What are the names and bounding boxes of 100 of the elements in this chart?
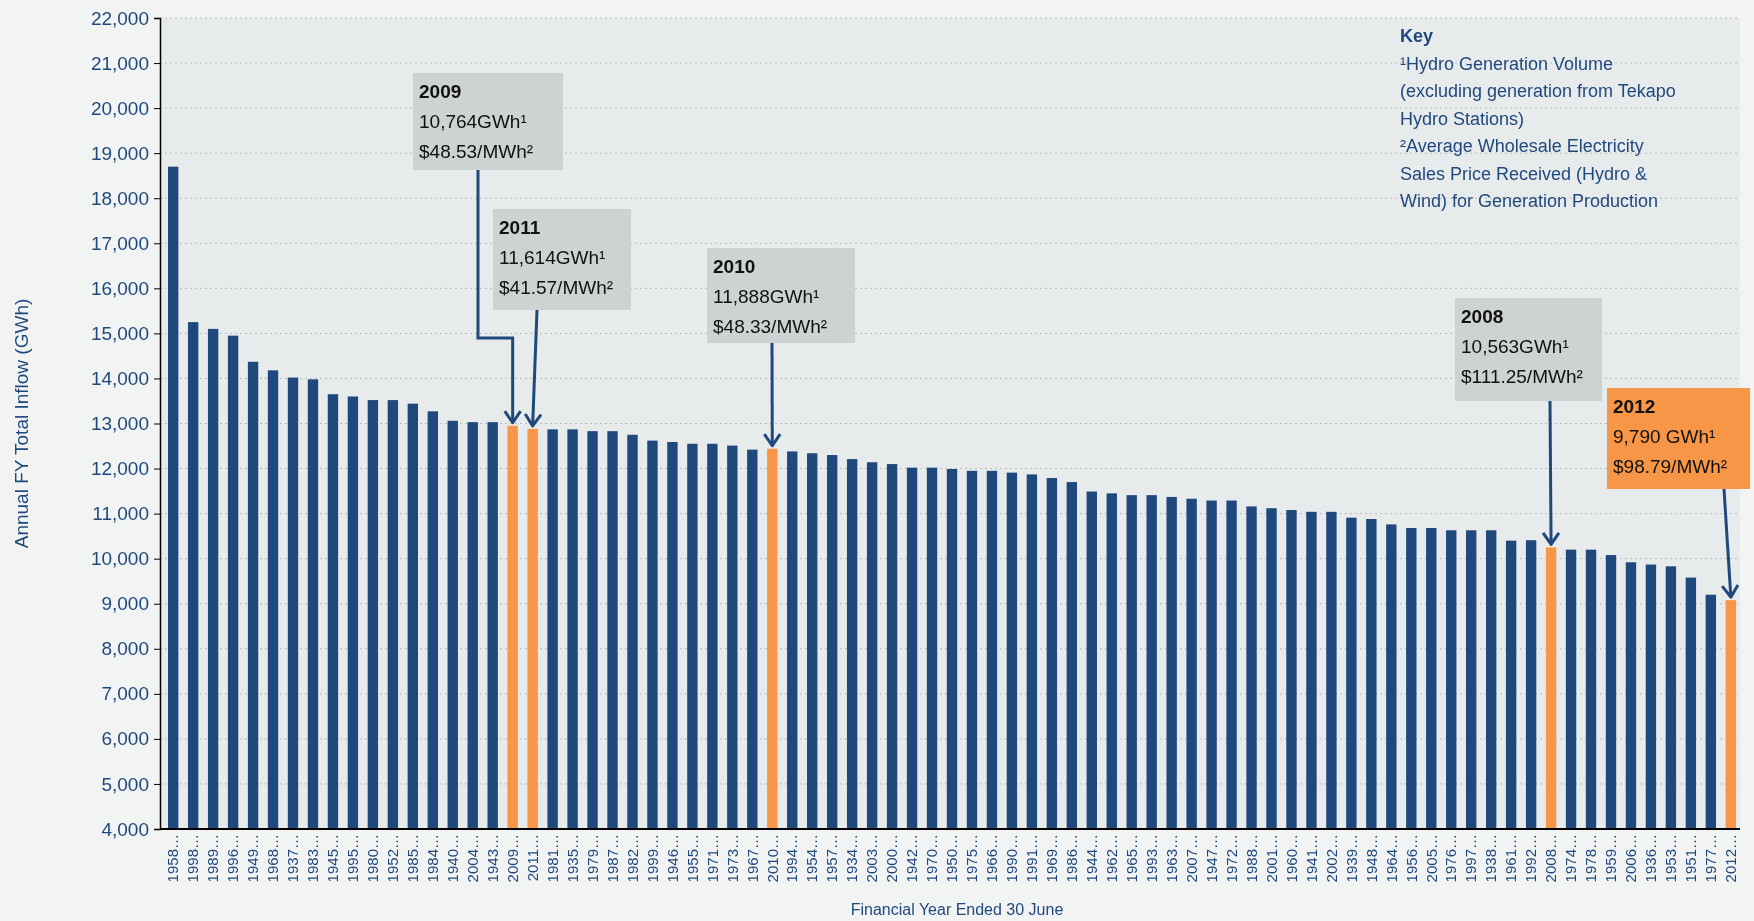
x-tick-label: 1963… [1162, 834, 1180, 883]
x-tick-label: 1938… [1482, 834, 1500, 883]
x-tick-label: 2011… [523, 834, 541, 882]
x-tick-label: 1985… [404, 834, 422, 883]
x-tick-label: 1983… [304, 834, 322, 883]
x-tick-label: 1949… [244, 834, 262, 883]
x-tick-label: 1990… [1003, 834, 1021, 883]
y-tick-label: 7,000 [101, 683, 149, 705]
x-tick-label: 1964… [1382, 834, 1400, 883]
x-tick-label: 2002… [1322, 834, 1340, 883]
x-tick-label: 1972… [1222, 834, 1240, 883]
x-tick-label: 2007… [1182, 834, 1200, 883]
x-tick-label: 1956… [1402, 834, 1420, 883]
x-tick-label: 2000… [883, 834, 901, 883]
x-tick-label: 1947… [1202, 834, 1220, 883]
y-tick-label: 19,000 [90, 142, 149, 164]
y-tick-label: 5,000 [101, 773, 149, 795]
x-tick-label: 1953… [1662, 834, 1680, 883]
x-tick-label: 1986… [1063, 834, 1081, 883]
x-tick-label: 1976… [1442, 834, 1460, 883]
x-tick-label: 1968… [264, 834, 282, 883]
x-tick-label: 1999… [643, 834, 661, 883]
x-tick-label: 1957… [823, 834, 841, 883]
y-tick-label: 21,000 [90, 52, 149, 74]
x-tick-label: 2003… [863, 834, 881, 883]
y-tick-label: 13,000 [90, 413, 149, 435]
y-tick-label: 14,000 [90, 368, 149, 390]
x-tick-label: 1991… [1023, 834, 1041, 883]
y-tick-label: 22,000 [90, 7, 149, 29]
x-tick-label: 1958… [164, 834, 182, 883]
x-tick-label: 1984… [424, 834, 442, 883]
x-tick-label: 1973… [723, 834, 741, 883]
x-tick-label: 1969… [1043, 834, 1061, 883]
annotation: 2008 10,563GWh¹ $111.25/MWh² [1461, 306, 1583, 387]
x-tick-label: 2006… [1622, 834, 1640, 883]
x-tick-label: 2010… [763, 834, 781, 883]
x-tick-label: 2004… [463, 834, 481, 883]
y-tick-label: 6,000 [101, 728, 149, 750]
x-tick-label: 1952… [384, 834, 402, 883]
x-tick-label: 1944… [1083, 834, 1101, 883]
x-tick-label: 1971… [703, 834, 721, 883]
x-tick-label: 1989… [204, 834, 222, 883]
annotation: 2012 9,790 GWh¹ $98.79/MWh² [1613, 396, 1728, 477]
y-tick-label: 16,000 [90, 277, 149, 299]
x-tick-label: 1981… [543, 834, 561, 883]
x-tick-label: 1979… [583, 834, 601, 883]
x-tick-label: 1975… [963, 834, 981, 883]
x-tick-label: 1945… [324, 834, 342, 883]
annotation: 2011 11,614GWh¹ $41.57/MWh² [499, 217, 614, 298]
y-tick-label: 10,000 [90, 548, 149, 570]
y-tick-label: 9,000 [101, 593, 149, 615]
x-tick-label: 1955… [683, 834, 701, 883]
x-tick-label: 2005… [1422, 834, 1440, 883]
x-tick-label: 1970… [923, 834, 941, 883]
x-tick-label: 1960… [1282, 834, 1300, 883]
x-tick-label: 1942… [903, 834, 921, 883]
x-tick-label: 1980… [364, 834, 382, 883]
x-tick-label: 1935… [563, 834, 581, 883]
x-tick-label: 2008… [1542, 834, 1560, 883]
x-tick-label: 1974… [1562, 834, 1580, 883]
x-tick-label: 1982… [623, 834, 641, 883]
x-tick-label: 1934… [843, 834, 861, 883]
y-tick-label: 20,000 [90, 97, 149, 119]
x-tick-label: 1977… [1702, 834, 1720, 883]
x-tick-label: 1961… [1502, 834, 1520, 883]
x-tick-label: 1946… [663, 834, 681, 883]
y-tick-label: 4,000 [101, 818, 149, 840]
x-tick-label: 1978… [1582, 834, 1600, 883]
x-tick-label: 2001… [1262, 834, 1280, 883]
x-tick-label: 1997… [1462, 834, 1480, 883]
x-tick-label: 1937… [284, 834, 302, 883]
x-tick-label: 1992… [1522, 834, 1540, 883]
x-tick-label: 1943… [483, 834, 501, 883]
x-tick-label: 1994… [783, 834, 801, 883]
x-tick-label: 1959… [1602, 834, 1620, 883]
y-tick-label: 8,000 [101, 638, 149, 660]
x-tick-label: 1996… [224, 834, 242, 883]
y-tick-label: 12,000 [90, 458, 149, 480]
x-tick-label: 1987… [603, 834, 621, 883]
x-tick-label: 1948… [1362, 834, 1380, 883]
x-tick-label: 1950… [943, 834, 961, 883]
x-tick-label: 1941… [1302, 834, 1320, 883]
x-axis-title: Financial Year Ended 30 June [850, 901, 1064, 918]
x-tick-label: 1940… [444, 834, 462, 883]
y-tick-label: 17,000 [90, 232, 149, 254]
x-tick-label: 1967… [743, 834, 761, 883]
x-tick-label: 1993… [1142, 834, 1160, 883]
x-tick-label: 1995… [344, 834, 362, 883]
y-tick-label: 15,000 [90, 322, 149, 344]
annotation: Key ¹Hydro Generation Volume (excluding generation from Tekapo Hydro Stations) ²Average Wholesale Electricity Sales Price Received (Hydro & Wind) for Generation Production [1400, 26, 1676, 211]
x-tick-label: 1966… [983, 834, 1001, 883]
x-tick-label: 1998… [184, 834, 202, 883]
annotation: 2009 10,764GWh¹ $48.53/MWh² [419, 81, 534, 162]
x-tick-label: 1954… [803, 834, 821, 883]
y-tick-label: 18,000 [90, 187, 149, 209]
x-tick-label: 1936… [1642, 834, 1660, 883]
x-tick-label: 1962… [1103, 834, 1121, 883]
x-tick-label: 2009… [503, 834, 521, 883]
annotation: 2010 11,888GWh¹ $48.33/MWh² [713, 256, 828, 337]
x-tick-label: 1988… [1242, 834, 1260, 883]
